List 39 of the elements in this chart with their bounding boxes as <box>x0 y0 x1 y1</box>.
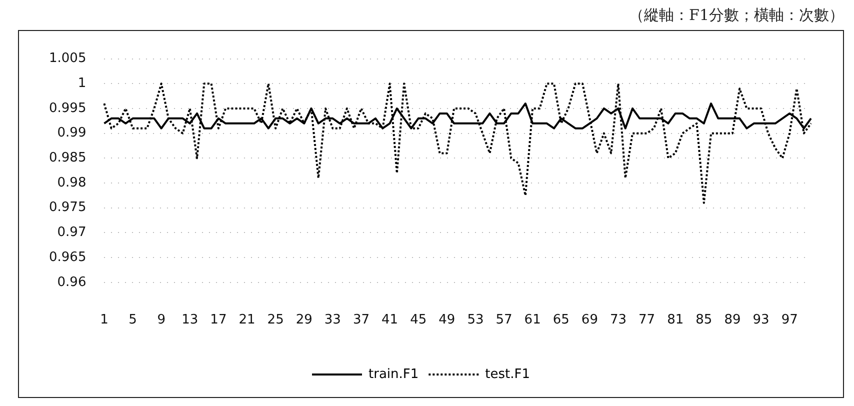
x-tick-label: 25 <box>267 312 284 328</box>
x-tick-label: 41 <box>382 312 398 328</box>
x-tick-label: 81 <box>667 312 684 328</box>
y-tick-label: 0.975 <box>49 200 86 216</box>
y-tick-label: 1 <box>78 76 86 92</box>
y-tick-label: 0.965 <box>49 250 86 265</box>
y-tick-label: 0.99 <box>57 126 86 141</box>
x-tick-label: 77 <box>638 312 656 328</box>
line-series <box>103 82 812 204</box>
x-tick-label: 5 <box>128 312 137 328</box>
x-tick-label: 69 <box>581 312 598 328</box>
x-tick-label: 73 <box>610 312 627 328</box>
y-tick-label: 1.005 <box>49 51 86 66</box>
x-tick-label: 89 <box>724 312 741 328</box>
legend-label: train.F1 <box>368 366 419 382</box>
y-tick-label: 0.98 <box>57 175 86 190</box>
x-tick-label: 33 <box>324 312 341 328</box>
x-tick-label: 93 <box>752 312 770 328</box>
x-tick-label: 57 <box>496 312 512 328</box>
y-tick-label: 0.995 <box>49 100 86 116</box>
x-tick-label: 97 <box>781 312 798 328</box>
x-tick-label: 37 <box>352 312 370 328</box>
x-tick-label: 21 <box>238 312 256 328</box>
y-tick-label: 0.985 <box>49 150 86 166</box>
x-tick-label: 85 <box>696 312 712 328</box>
x-tick-label: 49 <box>438 312 456 328</box>
x-tick-label: 65 <box>552 312 570 328</box>
x-tick-label: 1 <box>100 312 108 328</box>
x-tick-label: 53 <box>467 312 484 328</box>
x-tick-label: 17 <box>210 312 227 328</box>
x-tick-label: 45 <box>410 312 427 328</box>
x-tick-label: 9 <box>157 312 166 328</box>
text: （縱軸：F1分數；橫軸：次數） <box>629 6 844 25</box>
legend-label: test.F1 <box>485 366 530 382</box>
y-tick-label: 0.96 <box>57 274 86 290</box>
x-tick-label: 13 <box>182 312 198 328</box>
y-tick-label: 0.97 <box>57 225 86 240</box>
x-tick-label: 61 <box>524 312 541 328</box>
x-tick-label: 29 <box>296 312 312 328</box>
